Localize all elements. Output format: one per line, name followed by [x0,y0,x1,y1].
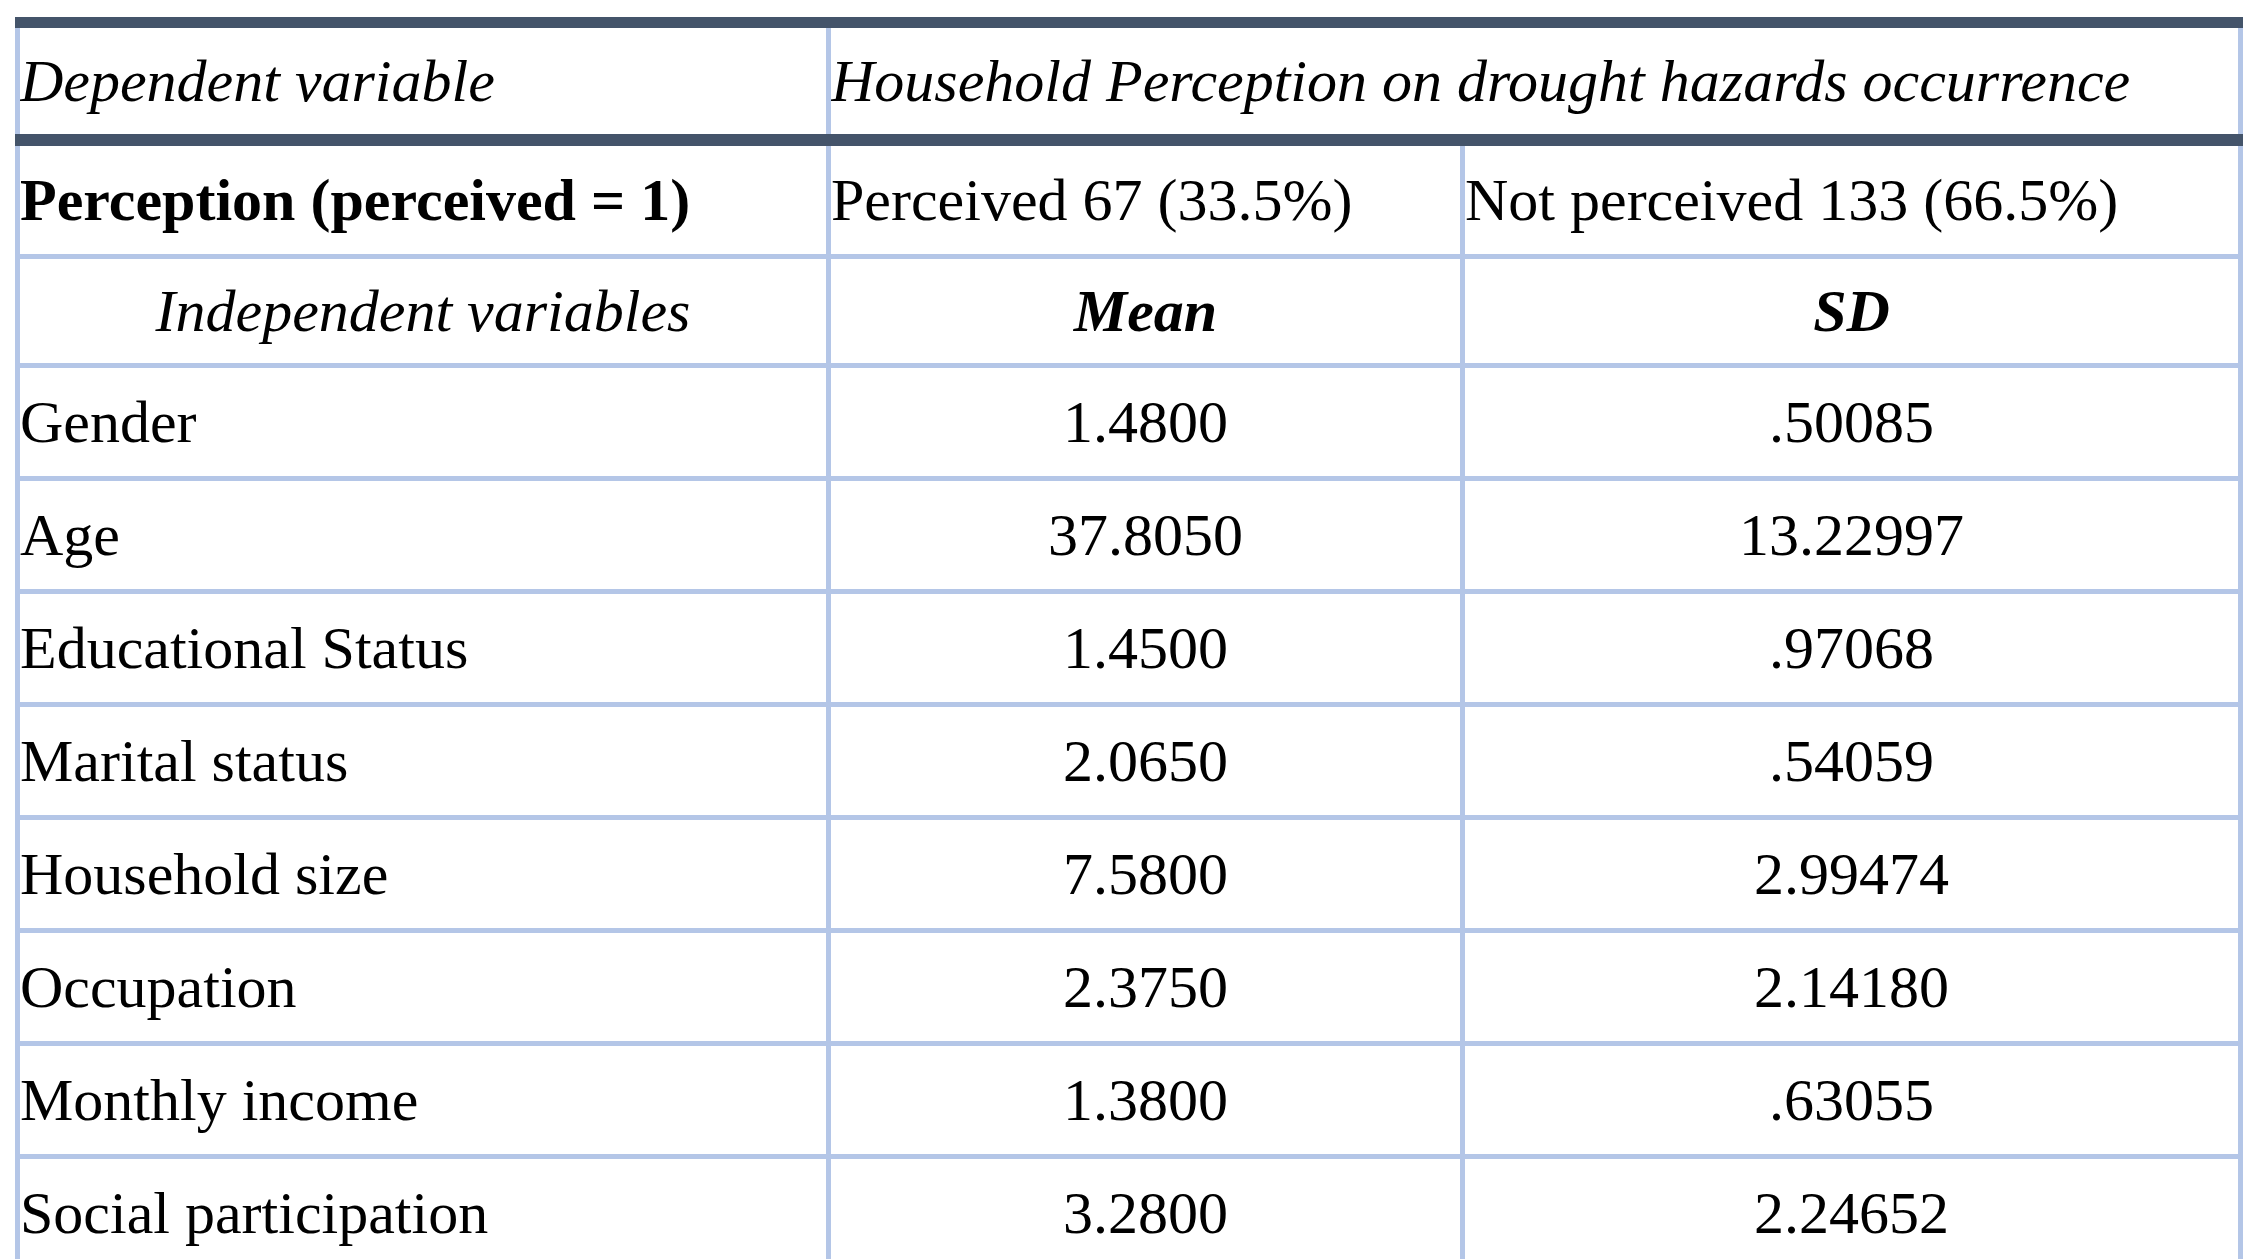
statistics-table: Dependent variable Household Perception … [15,17,2243,1259]
row-label: Household size [18,818,829,931]
table-row: Occupation 2.3750 2.14180 [18,931,2241,1044]
perceived-count: Perceived 67 (33.5%) [829,140,1463,257]
mean-value: 3.2800 [829,1157,1463,1259]
dependent-variable-value: Household Perception on drought hazards … [829,23,2241,141]
table-row: Household size 7.5800 2.99474 [18,818,2241,931]
row-label: Marital status [18,705,829,818]
table-row: Monthly income 1.3800 .63055 [18,1044,2241,1157]
sd-column-header: SD [1463,257,2241,366]
not-perceived-count: Not perceived 133 (66.5%) [1463,140,2241,257]
perception-label: Perception (perceived = 1) [18,140,829,257]
mean-value: 2.3750 [829,931,1463,1044]
row-label: Educational Status [18,592,829,705]
independent-variables-label: Independent variables [18,257,829,366]
row-label: Social participation [18,1157,829,1259]
dependent-variable-label: Dependent variable [18,23,829,141]
table-row: Educational Status 1.4500 .97068 [18,592,2241,705]
sd-value: .50085 [1463,366,2241,479]
mean-value: 1.4800 [829,366,1463,479]
row-label: Monthly income [18,1044,829,1157]
sd-value: 2.14180 [1463,931,2241,1044]
mean-value: 1.4500 [829,592,1463,705]
sd-value: .63055 [1463,1044,2241,1157]
table-row-subheader: Independent variables Mean SD [18,257,2241,366]
mean-column-header: Mean [829,257,1463,366]
sd-value: 2.24652 [1463,1157,2241,1259]
table-row: Gender 1.4800 .50085 [18,366,2241,479]
row-label: Age [18,479,829,592]
table-row: Marital status 2.0650 .54059 [18,705,2241,818]
table-row-header: Dependent variable Household Perception … [18,23,2241,141]
sd-value: .97068 [1463,592,2241,705]
table-row: Social participation 3.2800 2.24652 [18,1157,2241,1259]
mean-value: 1.3800 [829,1044,1463,1157]
sd-value: .54059 [1463,705,2241,818]
sd-value: 13.22997 [1463,479,2241,592]
mean-value: 2.0650 [829,705,1463,818]
row-label: Gender [18,366,829,479]
sd-value: 2.99474 [1463,818,2241,931]
table-row: Age 37.8050 13.22997 [18,479,2241,592]
mean-value: 7.5800 [829,818,1463,931]
table-row-perception: Perception (perceived = 1) Perceived 67 … [18,140,2241,257]
page: Dependent variable Household Perception … [0,0,2263,1259]
row-label: Occupation [18,931,829,1044]
mean-value: 37.8050 [829,479,1463,592]
